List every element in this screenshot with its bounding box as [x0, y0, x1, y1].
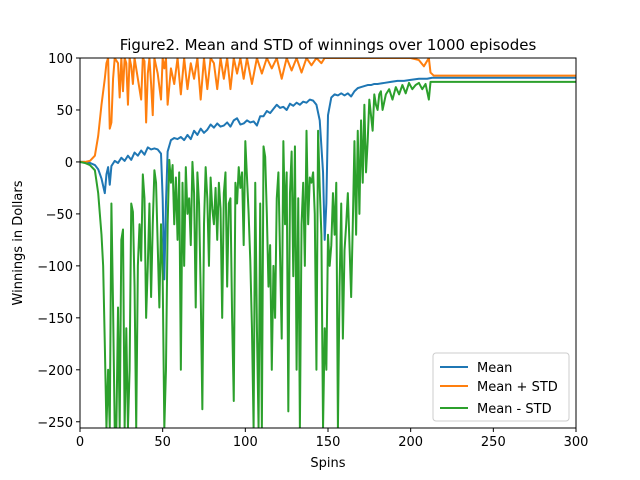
- plot-series-layer: [80, 58, 576, 428]
- x-tick-label: 0: [76, 435, 84, 450]
- y-tick-label: 50: [56, 104, 73, 119]
- mean-minus-std-line: [80, 80, 576, 428]
- mean-line: [80, 76, 576, 281]
- x-tick-label: 50: [154, 435, 171, 450]
- x-axis-label: Spins: [310, 456, 345, 471]
- legend-label-mean: Mean: [477, 361, 512, 376]
- legend-box: [432, 352, 570, 422]
- x-tick-label: 250: [481, 435, 506, 450]
- axis-ticks: 0 50 100 150 200 250 300 −250 −200 −150 −100 −50 0 50…: [37, 52, 588, 450]
- y-axis-label: Winnings in Dollars: [11, 180, 26, 305]
- x-tick-label: 200: [398, 435, 423, 450]
- legend-label-mean-plus-std: Mean + STD: [477, 380, 558, 395]
- y-tick-label: 0: [65, 156, 73, 171]
- legend: Mean Mean + STD Mean - STD: [432, 352, 570, 422]
- y-tick-label: −50: [46, 208, 73, 223]
- legend-label-mean-minus-std: Mean - STD: [477, 402, 552, 417]
- x-tick-label: 100: [233, 435, 258, 450]
- chart-title: Figure2. Mean and STD of winnings over 1…: [120, 36, 537, 54]
- x-tick-label: 300: [564, 435, 589, 450]
- y-tick-label: −150: [37, 312, 73, 327]
- x-tick-label: 150: [316, 435, 341, 450]
- y-tick-label: −200: [37, 364, 73, 379]
- y-tick-label: −250: [37, 416, 73, 431]
- y-tick-label: 100: [48, 52, 73, 67]
- y-tick-label: −100: [37, 260, 73, 275]
- mean-plus-std-line: [80, 58, 576, 163]
